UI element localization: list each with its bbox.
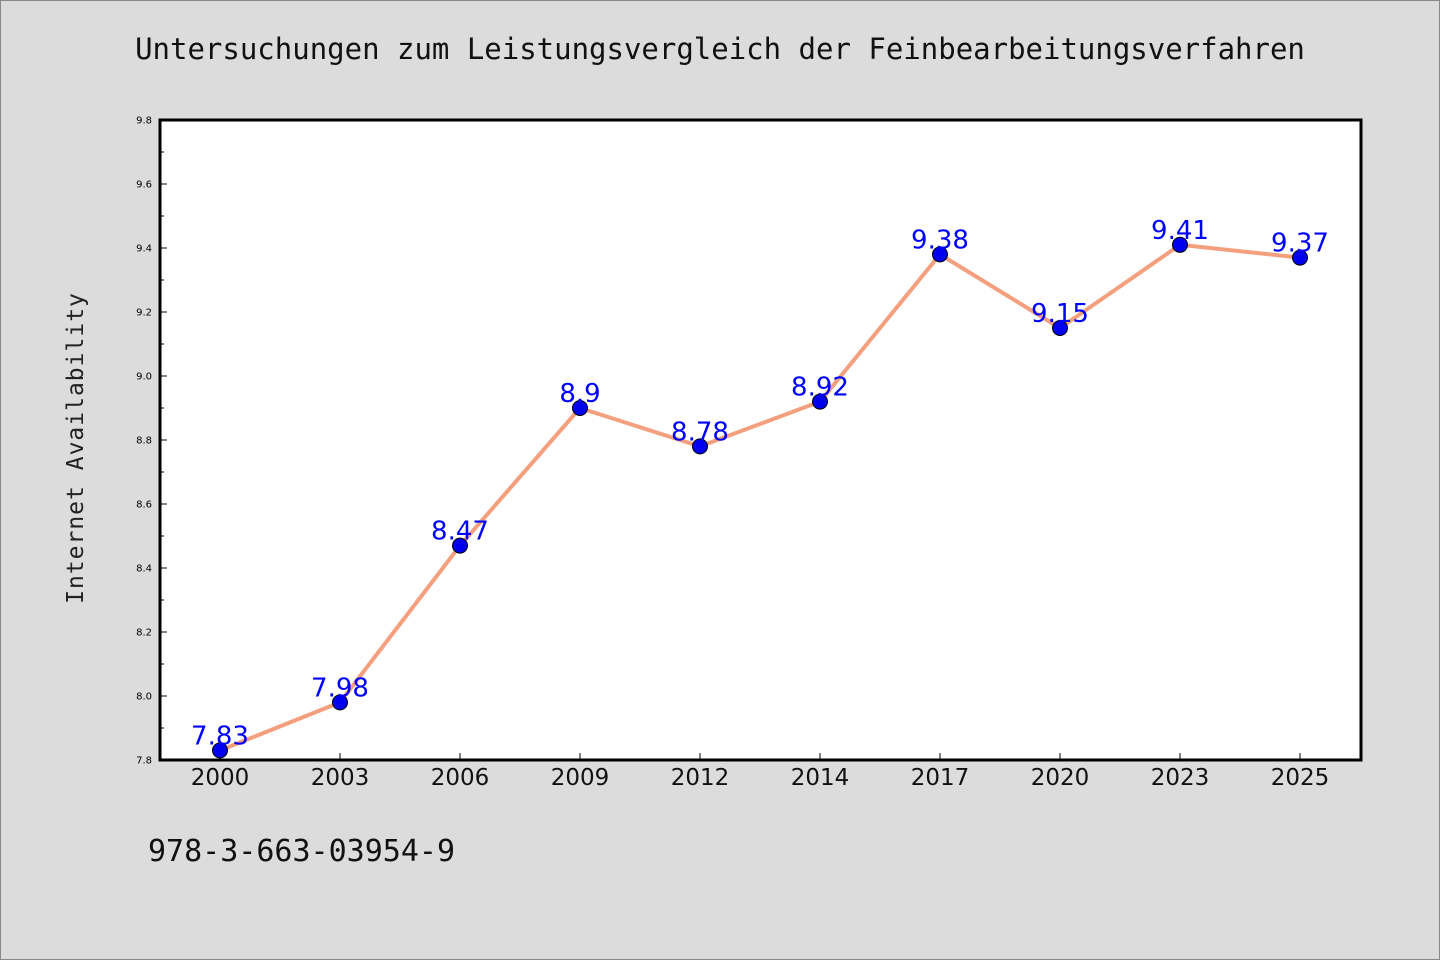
data-label: 9.41 bbox=[1151, 216, 1209, 246]
y-axis: 7.8 8.0 8.2 8.4 8.6 8.8 9.0 9.2 9.4 9.6 9.8 bbox=[136, 116, 167, 767]
chart-title: Untersuchungen zum Leistungsvergleich de… bbox=[135, 32, 1305, 66]
plot-area bbox=[158, 118, 1363, 762]
x-tick-label: 2012 bbox=[671, 765, 730, 791]
y-tick-label: 8.8 bbox=[136, 436, 152, 447]
data-point-marker bbox=[932, 246, 948, 263]
y-tick-label: 8.0 bbox=[136, 692, 152, 703]
data-point-marker bbox=[1052, 320, 1068, 336]
y-tick-label: 8.4 bbox=[136, 564, 152, 575]
data-label: 7.98 bbox=[311, 673, 369, 703]
y-tick-label: 9.4 bbox=[136, 244, 152, 255]
y-tick-label: 8.6 bbox=[136, 500, 152, 511]
y-tick-label: 9.8 bbox=[136, 116, 152, 127]
x-tick-label: 2006 bbox=[431, 765, 490, 791]
data-point-marker bbox=[452, 537, 468, 554]
x-tick-label: 2014 bbox=[791, 765, 850, 791]
x-tick-label: 2020 bbox=[1031, 765, 1090, 791]
data-point-marker bbox=[1172, 236, 1188, 253]
data-point-marker bbox=[572, 400, 588, 416]
data-point-marker bbox=[1292, 249, 1308, 266]
data-point-marker bbox=[332, 694, 348, 711]
x-tick-label: 2023 bbox=[1151, 765, 1210, 791]
y-tick-label: 7.8 bbox=[136, 756, 152, 767]
series-layer bbox=[212, 236, 1308, 759]
data-label: 9.15 bbox=[1031, 299, 1089, 329]
data-point-marker bbox=[212, 742, 228, 759]
data-point-marker bbox=[812, 393, 828, 410]
x-tick-label: 2009 bbox=[551, 765, 610, 791]
x-axis: 2000 2003 2006 2009 2012 2014 2017 2020 2023 2025 bbox=[191, 753, 1330, 791]
data-labels-layer: 7.83 7.98 8.47 8.9 8.78 8.92 9.38 9.15 9.41 9.37 bbox=[191, 216, 1329, 752]
x-tick-label: 2000 bbox=[191, 765, 250, 791]
y-tick-label: 9.2 bbox=[136, 308, 152, 319]
data-label: 8.78 bbox=[671, 417, 729, 447]
x-tick-label: 2025 bbox=[1271, 765, 1330, 791]
series-line bbox=[218, 242, 1302, 753]
x-tick-label: 2017 bbox=[911, 765, 970, 791]
data-point-marker bbox=[692, 438, 708, 455]
data-label: 9.37 bbox=[1271, 229, 1329, 259]
data-label: 8.9 bbox=[559, 379, 600, 409]
y-tick-label: 9.0 bbox=[136, 372, 152, 383]
y-tick-label: 9.6 bbox=[136, 180, 152, 191]
data-label: 9.38 bbox=[911, 225, 969, 255]
isbn-text: 978-3-663-03954-9 bbox=[148, 834, 456, 869]
data-label: 7.83 bbox=[191, 721, 249, 751]
x-tick-label: 2003 bbox=[311, 765, 370, 791]
data-label: 8.92 bbox=[791, 373, 849, 403]
y-tick-label: 8.2 bbox=[136, 628, 152, 639]
data-label: 8.47 bbox=[431, 517, 489, 547]
